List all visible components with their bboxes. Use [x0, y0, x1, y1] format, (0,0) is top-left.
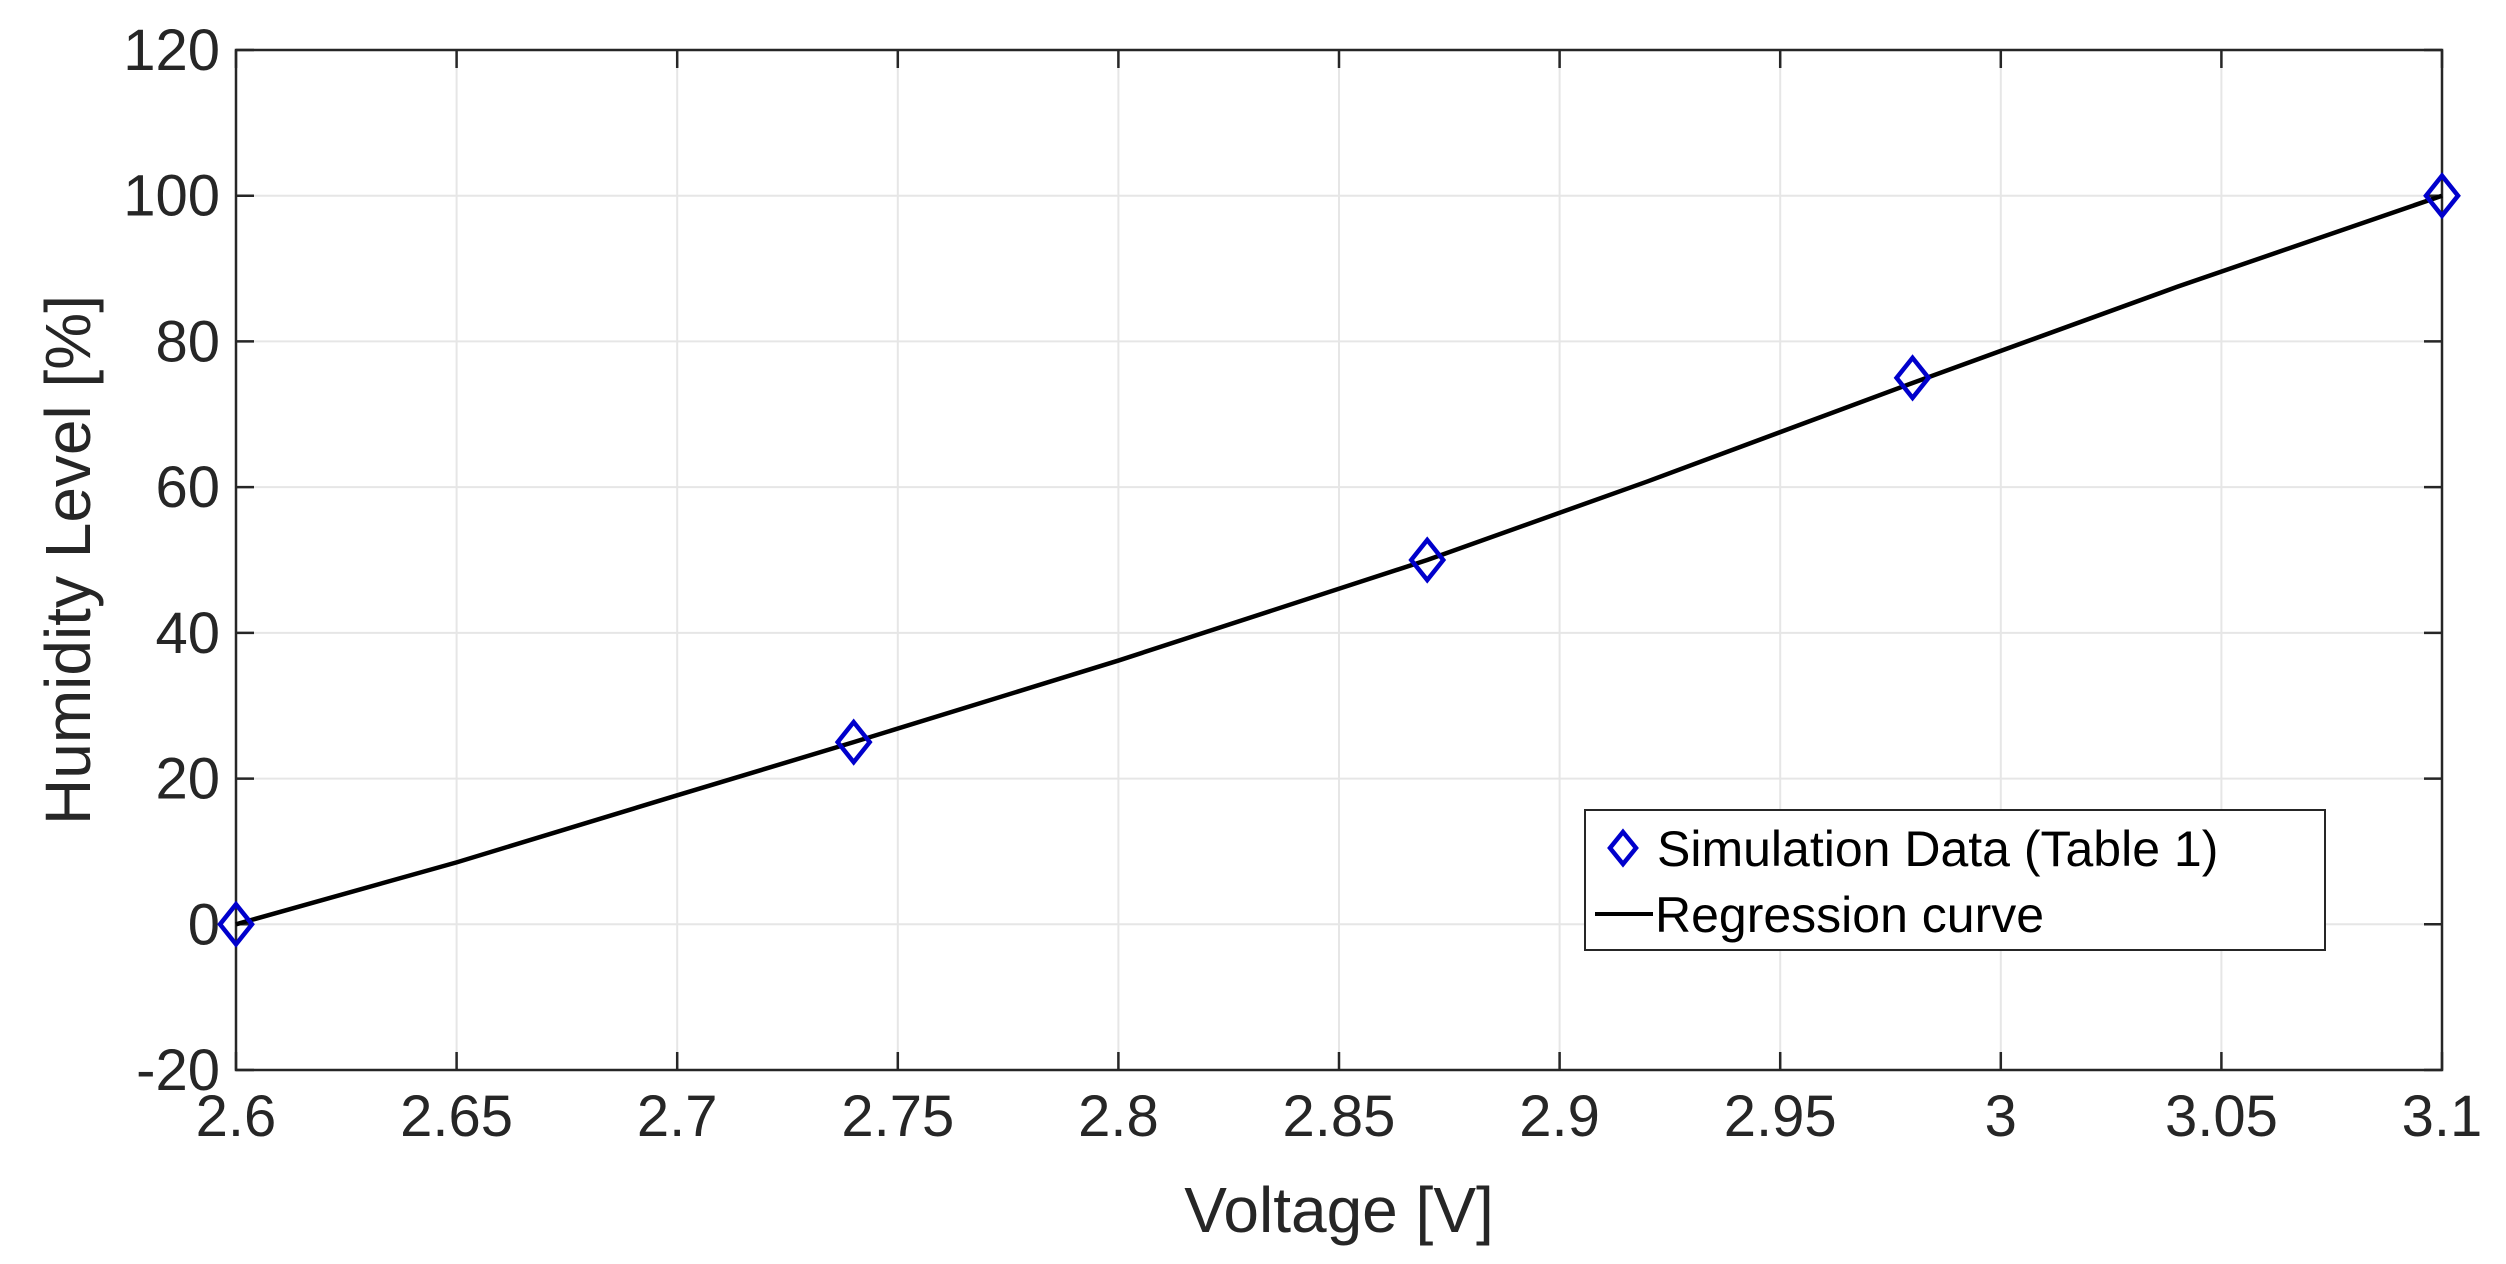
y-tick-label: 120: [123, 18, 220, 83]
y-tick-label: 100: [123, 164, 220, 229]
x-tick-label: 2.9: [1519, 1084, 1600, 1149]
y-tick-label: 40: [155, 601, 220, 666]
y-axis-title: Humidity Level [%]: [32, 295, 104, 825]
y-tick-label: 20: [155, 747, 220, 812]
legend-box: [1584, 809, 2326, 951]
axis-ticks: 2.6 2.65 2.7 2.75 2.8 2.85 2.9 2.95 3 3.05 3.1 -20 0…: [123, 18, 2482, 1149]
x-axis-title: Voltage [V]: [1184, 1174, 1494, 1246]
series-layer: [217, 172, 2461, 948]
legend-diamond-icon: [1607, 828, 1639, 868]
x-tick-label: 2.85: [1283, 1084, 1396, 1149]
data-point-diamond: [2423, 172, 2461, 220]
x-tick-label: 3.1: [2402, 1084, 2483, 1149]
data-point-diamond: [217, 900, 255, 948]
x-tick-label: 2.6: [196, 1084, 277, 1149]
legend: Simulation Data (Table 1) Regression cur…: [1584, 809, 2326, 951]
data-point-diamond: [1893, 354, 1932, 402]
legend-label-simulation: Simulation Data (Table 1): [1657, 821, 2218, 877]
x-tick-label: 3.05: [2165, 1084, 2278, 1149]
y-tick-label: 80: [155, 309, 220, 374]
x-tick-label: 2.65: [400, 1084, 513, 1149]
regression-curve: [235, 193, 2443, 927]
x-tick-label: 2.7: [637, 1084, 718, 1149]
y-tick-label: 60: [155, 455, 220, 520]
x-tick-label: 2.75: [841, 1084, 954, 1149]
x-tick-label: 2.95: [1724, 1084, 1837, 1149]
data-point-diamond: [1408, 536, 1447, 584]
y-tick-label: 0: [188, 892, 220, 957]
y-tick-label: -20: [136, 1038, 220, 1103]
legend-label-regression: Regression curve: [1655, 887, 2044, 943]
x-tick-label: 3: [1985, 1084, 2017, 1149]
x-tick-label: 2.8: [1078, 1084, 1159, 1149]
data-point-diamond: [834, 718, 873, 766]
